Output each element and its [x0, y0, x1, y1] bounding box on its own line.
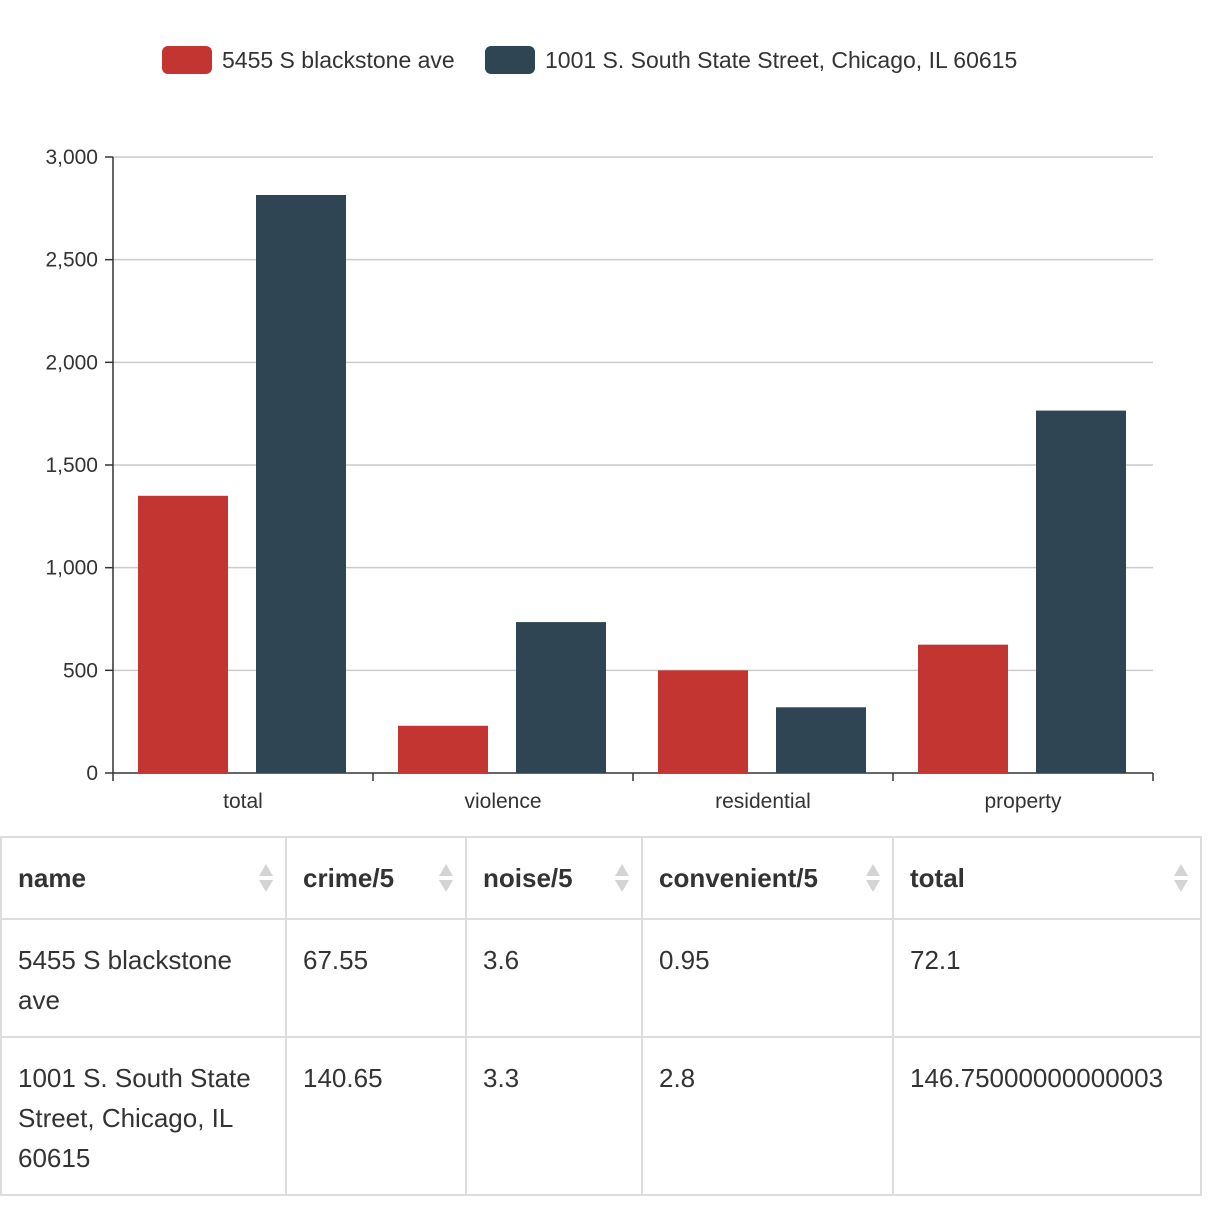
- column-header-label: crime/5: [303, 862, 395, 893]
- x-tick-label: total: [223, 790, 263, 813]
- bar: [776, 707, 866, 773]
- bar: [918, 644, 1008, 773]
- sort-icon[interactable]: [1174, 864, 1188, 894]
- chart-legend: 5455 S blackstone ave 1001 S. South Stat…: [0, 40, 1200, 80]
- cell-convenient: 2.8: [641, 1036, 894, 1196]
- column-header-crime[interactable]: crime/5: [285, 836, 467, 920]
- column-header-label: name: [18, 862, 86, 893]
- column-header-label: convenient/5: [659, 862, 818, 893]
- column-header-noise[interactable]: noise/5: [465, 836, 643, 920]
- column-header-total[interactable]: total: [892, 836, 1202, 920]
- cell-noise: 3.3: [465, 1036, 643, 1196]
- y-tick-label: 1,500: [45, 454, 98, 477]
- x-tick-label: property: [984, 790, 1062, 813]
- y-tick-label: 0: [86, 762, 98, 785]
- column-header-label: total: [910, 862, 965, 893]
- x-tick-label: violence: [464, 790, 541, 813]
- y-tick-label: 1,000: [45, 557, 98, 580]
- column-header-name[interactable]: name: [0, 836, 287, 920]
- cell-convenient: 0.95: [641, 918, 894, 1038]
- bar: [1036, 410, 1126, 773]
- sort-icon[interactable]: [439, 864, 453, 894]
- sort-icon[interactable]: [866, 864, 880, 894]
- bar: [398, 725, 488, 773]
- y-tick-label: 3,000: [45, 146, 98, 169]
- legend-label-series-1: 5455 S blackstone ave: [222, 47, 455, 73]
- cell-total: 72.1: [892, 918, 1202, 1038]
- bar: [658, 670, 748, 773]
- table-header-row: name crime/5 noise/5 convenient/5 total: [0, 836, 1202, 920]
- y-tick-label: 2,000: [45, 351, 98, 374]
- legend-swatch-series-2: [485, 46, 535, 74]
- bar: [256, 194, 346, 773]
- x-tick-label: residential: [715, 790, 811, 813]
- legend-label-series-2: 1001 S. South State Street, Chicago, IL …: [545, 47, 1018, 73]
- cell-crime: 140.65: [285, 1036, 467, 1196]
- y-tick-label: 2,500: [45, 249, 98, 272]
- column-header-convenient[interactable]: convenient/5: [641, 836, 894, 920]
- table-row: 1001 S. South State Street, Chicago, IL …: [0, 1036, 1202, 1196]
- bar-chart: 0 500 1,000 1,500 2,000 2,500 3,000 total violen…: [45, 146, 1154, 813]
- cell-name: 5455 S blackstone ave: [0, 918, 287, 1038]
- scores-table-container: name crime/5 noise/5 convenient/5 total …: [0, 836, 1202, 1196]
- cell-total: 146.75000000000003: [892, 1036, 1202, 1196]
- column-header-label: noise/5: [483, 862, 573, 893]
- bar: [138, 495, 228, 773]
- scores-table: name crime/5 noise/5 convenient/5 total …: [0, 836, 1202, 1196]
- cell-noise: 3.6: [465, 918, 643, 1038]
- table-row: 5455 S blackstone ave 67.55 3.6 0.95 72.…: [0, 918, 1202, 1038]
- cell-crime: 67.55: [285, 918, 467, 1038]
- legend-swatch-series-1: [162, 46, 212, 74]
- cell-name: 1001 S. South State Street, Chicago, IL …: [0, 1036, 287, 1196]
- sort-icon[interactable]: [259, 864, 273, 894]
- sort-icon[interactable]: [615, 864, 629, 894]
- bar: [516, 622, 606, 773]
- y-tick-label: 500: [63, 659, 98, 682]
